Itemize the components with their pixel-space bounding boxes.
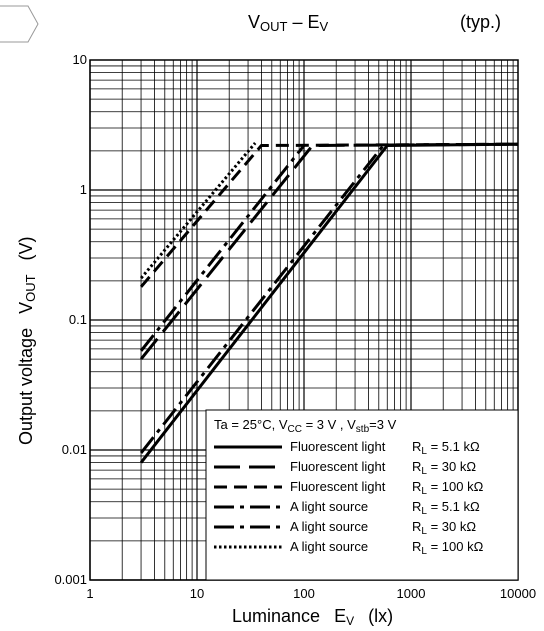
legend-box <box>205 409 519 581</box>
y-tick-label: 1 <box>80 182 87 197</box>
x-tick-label: 100 <box>293 586 315 601</box>
y-axis-title: Output voltageVOUT(V) <box>16 236 38 445</box>
y-tick-label: 0.001 <box>54 572 87 587</box>
y-tick-label: 0.01 <box>62 442 87 457</box>
legend-resistance: RL = 5.1 kΩ <box>412 499 480 517</box>
legend-entries: Fluorescent light RL = 5.1 kΩ Fluorescent … <box>214 439 484 557</box>
series-line-4 <box>139 144 385 454</box>
legend-label: A light source <box>290 519 368 534</box>
x-tick-labels: 1 10 100 1000 10000 <box>86 586 536 601</box>
series-line-2 <box>139 142 519 361</box>
x-tick-label: 1 <box>86 586 93 601</box>
legend-label: Fluorescent light <box>290 459 386 474</box>
x-tick-label: 10000 <box>500 586 536 601</box>
x-axis-title: Luminance EV (lx) <box>232 606 393 628</box>
series-line-6 <box>139 142 257 280</box>
legend-resistance: RL = 5.1 kΩ <box>412 439 480 457</box>
legend-label: Fluorescent light <box>290 439 386 454</box>
legend: Ta = 25°C, VCC = 3 V , Vstb=3 V Fluoresc… <box>205 409 519 581</box>
corner-shape <box>0 5 39 43</box>
legend-resistance: RL = 30 kΩ <box>412 459 476 477</box>
chart-title: VOUT – EV <box>248 12 329 34</box>
legend-resistance: RL = 100 kΩ <box>412 539 484 557</box>
legend-label: A light source <box>290 499 368 514</box>
legend-label: Fluorescent light <box>290 479 386 494</box>
x-tick-label: 1000 <box>397 586 426 601</box>
legend-resistance: RL = 100 kΩ <box>412 479 484 497</box>
series-line-5 <box>139 144 306 352</box>
y-tick-label: 10 <box>73 52 87 67</box>
y-tick-label: 0.1 <box>69 312 87 327</box>
legend-condition: Ta = 25°C, VCC = 3 V , Vstb=3 V <box>214 417 397 435</box>
legend-label: A light source <box>290 539 368 554</box>
x-tick-label: 10 <box>190 586 204 601</box>
series-line-3 <box>139 142 519 288</box>
chart-typ-label: (typ.) <box>460 12 501 32</box>
legend-resistance: RL = 30 kΩ <box>412 519 476 537</box>
y-tick-labels: 0.001 0.01 0.1 1 10 <box>54 52 87 587</box>
series-layer <box>139 142 519 464</box>
